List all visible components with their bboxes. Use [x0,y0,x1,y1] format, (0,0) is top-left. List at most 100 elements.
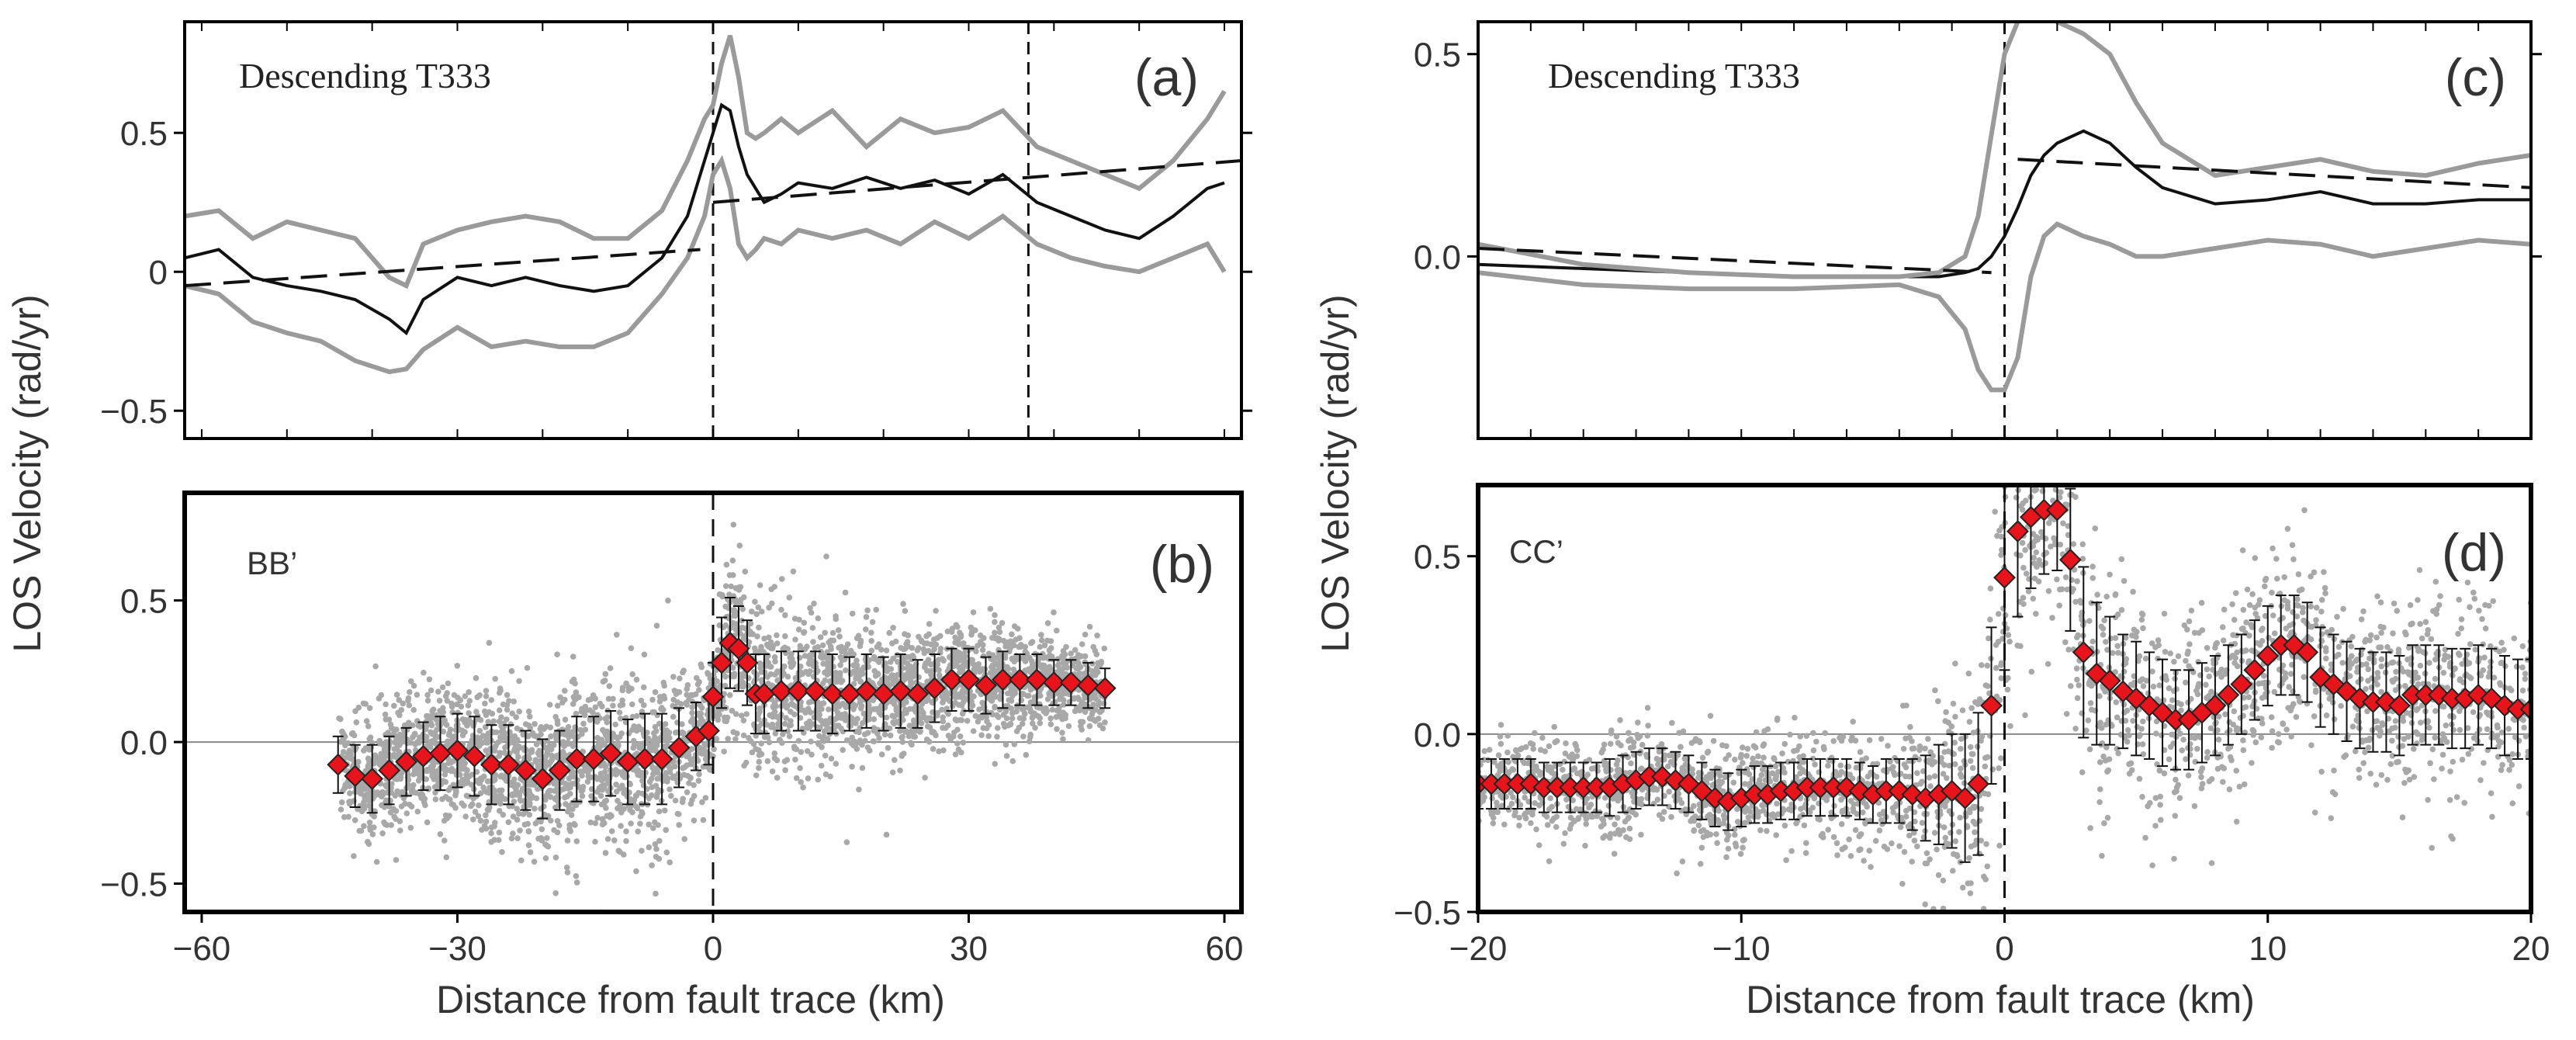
scatter-point [2271,688,2278,695]
scatter-point [508,667,515,674]
scatter-point [646,821,652,828]
scatter-point [2010,444,2016,450]
scatter-point [1054,656,1061,662]
scatter-point [767,671,774,678]
scatter-point [2079,769,2086,775]
plot-area [185,22,1241,439]
scatter-point [662,807,668,814]
scatter-point [947,690,954,697]
scatter-point [492,797,498,804]
scatter-point [759,608,765,615]
scatter-point [900,601,906,607]
scatter-point [1969,751,1976,757]
scatter-point [637,820,643,827]
scatter-point [809,625,816,631]
scatter-point [410,771,417,778]
scatter-point [725,736,731,742]
scatter-point [497,737,504,744]
scatter-point [1911,837,1918,844]
scatter-point [640,684,647,691]
scatter-point [510,813,517,820]
scatter-point [1054,627,1060,634]
scatter-point [2395,758,2401,765]
scatter-point [572,822,578,828]
scatter-point [570,728,576,735]
scatter-point [691,817,698,823]
scatter-point [742,568,749,575]
scatter-point [692,691,699,698]
scatter-point [886,629,892,636]
scatter-point [792,636,798,643]
scatter-point [2166,756,2173,763]
scatter-point [351,732,358,739]
scatter-point [597,771,604,777]
scatter-point [513,714,519,720]
scatter-point [771,653,778,660]
scatter-point [428,744,434,751]
scatter-point [811,714,818,721]
scatter-point [890,655,897,662]
scatter-point [767,664,774,670]
scatter-point [970,609,977,615]
scatter-point [476,802,482,809]
scatter-point [1072,647,1079,653]
scatter-point [1967,757,1974,764]
scatter-point [900,658,906,665]
scatter-point [641,702,647,709]
scatter-point [898,734,905,740]
scatter-point [859,666,866,673]
scatter-point [947,736,954,743]
scatter-point [918,706,925,712]
scatter-point [919,701,926,707]
scatter-point [619,782,625,789]
scatter-point [469,801,476,807]
scatter-point [559,699,566,705]
scatter-point [2086,746,2093,753]
scatter-point [1876,827,1883,834]
scatter-point [2025,447,2031,453]
scatter-point [346,755,353,761]
scatter-point [2488,790,2495,796]
scatter-point [563,865,570,871]
scatter-point [564,782,571,788]
scatter-point [2087,825,2093,831]
scatter-point [372,663,379,670]
scatter-point [1047,665,1054,672]
scatter-point [689,704,695,710]
scatter-point [393,726,400,733]
scatter-point [424,712,430,719]
scatter-point [1713,831,1719,837]
scatter-point [793,775,800,782]
scatter-point [1014,626,1021,632]
scatter-point [2175,653,2182,660]
scatter-point [1101,645,1108,652]
scatter-point [1037,720,1044,726]
scatter-point [1781,823,1788,829]
scatter-point [633,676,640,683]
scatter-point [1998,552,2004,558]
scatter-point [627,806,633,813]
scatter-point [466,710,472,716]
plot-area [185,493,1241,912]
scatter-point [483,712,490,719]
scatter-point [365,723,372,730]
scatter-point [565,739,571,746]
scatter-point [2239,547,2246,553]
y-tick-label: 0 [149,254,168,292]
scatter-point [466,689,472,695]
scatter-point [546,702,553,708]
scatter-point [542,855,549,861]
scatter-point [500,728,507,734]
scatter-point [435,688,441,695]
scatter-point [940,718,947,725]
scatter-point [740,594,747,601]
scatter-point [487,786,493,792]
scatter-point [1781,740,1788,747]
scatter-point [483,737,490,744]
scatter-point [338,799,345,806]
scatter-point [797,643,804,650]
scatter-point [525,753,531,759]
scatter-point [629,671,635,678]
scatter-point [795,626,802,633]
scatter-point [2073,665,2080,672]
